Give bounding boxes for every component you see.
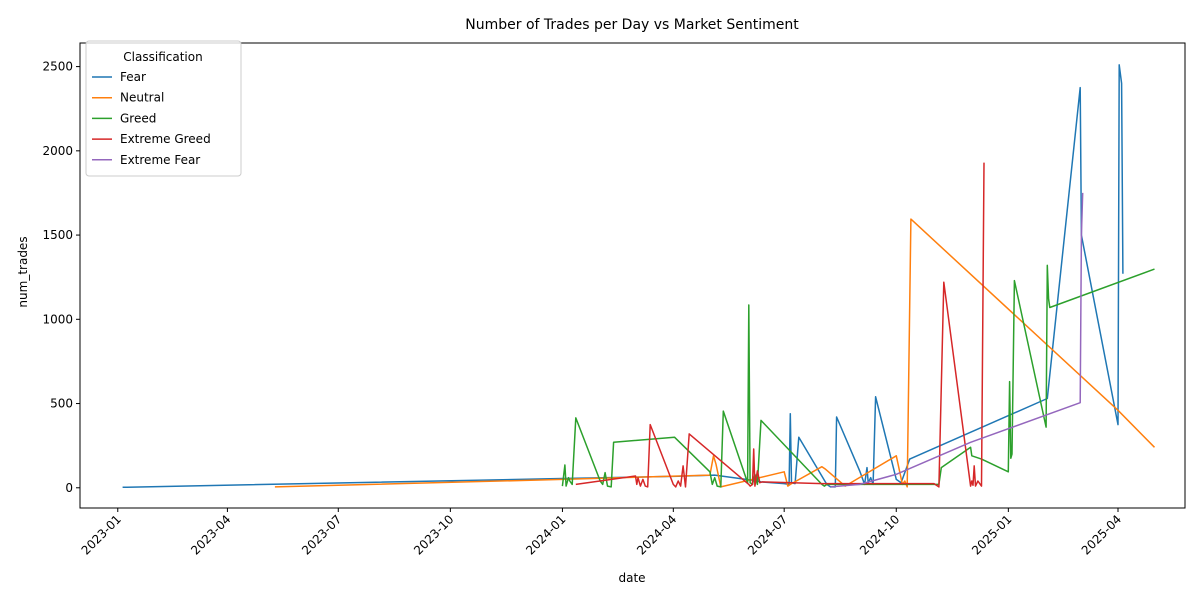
legend-box: [85, 40, 242, 177]
series-line-neutral: [274, 218, 1156, 488]
legend: Classification Fear Neutral Greed Extreme G…: [85, 40, 242, 177]
series-line-extreme-fear: [830, 192, 1084, 488]
y-axis-label: num_trades: [16, 236, 30, 307]
legend-entry: Extreme Greed: [120, 132, 211, 146]
legend-entry: Extreme Fear: [120, 153, 200, 167]
plot-frame: [79, 42, 1186, 509]
series-line-greed: [561, 264, 1155, 488]
x-axis-label: date: [618, 571, 645, 585]
y-tick-label: 1000: [42, 312, 73, 326]
y-tick-label: 2000: [42, 144, 73, 158]
y-tick-label: 0: [65, 481, 73, 495]
y-tick-label: 500: [50, 397, 73, 411]
legend-entry: Fear: [120, 70, 146, 84]
series-layer: [122, 64, 1156, 489]
series-line-extreme-greed: [575, 162, 985, 488]
legend-entry: Neutral: [120, 91, 164, 105]
y-tick-label: 1500: [42, 228, 73, 242]
legend-title: Classification: [123, 50, 202, 64]
legend-entry: Greed: [120, 111, 156, 125]
chart-title: Number of Trades per Day vs Market Senti…: [465, 17, 799, 33]
y-tick-label: 2500: [42, 60, 73, 74]
legend-items: Fear Neutral Greed Extreme Greed Extreme Fea…: [92, 70, 211, 167]
y-axis: 0 500 1000 1500 2000 2500: [42, 60, 80, 495]
